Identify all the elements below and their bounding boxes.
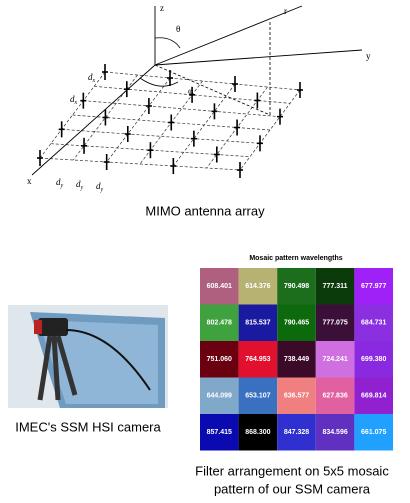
mosaic-cell	[277, 304, 316, 341]
mosaic-cell	[354, 341, 393, 378]
cell-label: 764.953	[245, 356, 270, 363]
cell-label: 738.449	[284, 356, 309, 363]
mosaic-cell	[315, 304, 355, 341]
subscript: y	[100, 187, 104, 193]
r-label: r	[284, 6, 287, 16]
cell-label: 608.401	[207, 283, 232, 290]
cell-label: 669.814	[361, 393, 386, 400]
lens-ring	[34, 320, 42, 334]
mosaic-cell	[200, 304, 239, 341]
mosaic-cell	[238, 377, 278, 414]
d: d	[88, 72, 93, 82]
cell-label: 751.060	[207, 356, 232, 363]
d: d	[70, 94, 75, 104]
axis	[31, 64, 156, 176]
cell-label: 834.596	[322, 429, 347, 436]
cable	[65, 329, 151, 391]
cell-label: 614.376	[245, 283, 270, 290]
mosaic-cell	[315, 341, 355, 378]
spacing-label: dx	[70, 94, 78, 106]
spacing-label: dx	[88, 72, 96, 84]
spacing-label: dy	[76, 179, 84, 191]
d: d	[76, 179, 81, 189]
mosaic-cell	[238, 304, 278, 341]
grid-line	[39, 157, 241, 171]
cell-label: 644.099	[207, 393, 232, 400]
spacing-label: dy	[56, 177, 64, 189]
d: d	[96, 181, 101, 191]
projection	[154, 64, 271, 116]
theta-arc	[154, 37, 181, 49]
cell-label: 790.498	[284, 283, 309, 290]
phi-arc	[139, 77, 179, 87]
axis	[154, 49, 363, 66]
mosaic-cell	[315, 377, 355, 414]
tripod	[37, 335, 78, 401]
mosaic-cell	[200, 268, 239, 305]
cell-label: 777.075	[322, 320, 347, 327]
mosaic-cell	[238, 414, 278, 451]
cell-label: 802.478	[207, 320, 232, 327]
theta-label: θ	[176, 24, 180, 34]
camera-caption: IMEC's SSM HSI camera	[15, 419, 161, 434]
cell-label: 636.577	[284, 393, 309, 400]
mosaic-cell	[277, 377, 316, 414]
d: d	[56, 177, 61, 187]
cell-label: 653.107	[245, 393, 270, 400]
mosaic-cell	[354, 377, 393, 414]
mosaic-cell	[238, 268, 278, 305]
axis	[154, 5, 303, 66]
mosaic-cell	[315, 414, 355, 451]
mosaic-cell	[200, 341, 239, 378]
subscript: x	[92, 78, 96, 84]
mosaic-cell	[354, 304, 393, 341]
subscript: y	[60, 183, 64, 189]
grid-line	[239, 89, 301, 171]
spacing-label: dy	[96, 181, 104, 193]
subscript: x	[74, 100, 78, 106]
mosaic-cell	[277, 341, 316, 378]
mosaic-cell	[354, 268, 393, 305]
grid-line	[173, 83, 236, 167]
cell-label: 857.415	[207, 429, 232, 436]
mosaic-cell	[238, 341, 278, 378]
cell-label: 847.328	[284, 429, 309, 436]
cell-label: 677.977	[361, 283, 386, 290]
cell-label: 790.465	[284, 320, 309, 327]
grid-line	[83, 100, 281, 118]
mosaic-caption: Filter arrangement on 5x5 mosaic	[195, 463, 389, 478]
mosaic-grid: 608.401 614.376 790.498 777.311 677.977 802.4…	[200, 268, 393, 451]
cell-label: 815.537	[245, 320, 270, 327]
mosaic-cell	[277, 268, 316, 305]
mosaic-cell	[277, 414, 316, 451]
mosaic-title: Mosaic pattern wavelengths	[249, 255, 342, 262]
mosaic-caption: pattern of our SSM camera	[214, 481, 371, 496]
mosaic-cell	[200, 414, 239, 451]
mosaic-cell	[315, 268, 355, 305]
screen	[38, 320, 158, 404]
z-label: z	[160, 3, 164, 13]
cell-label: 627.836	[322, 393, 347, 400]
mosaic-cell	[354, 414, 393, 451]
subscript: y	[80, 185, 84, 191]
diagram-caption: MIMO antenna array	[145, 203, 265, 218]
cell-label: 777.311	[323, 283, 348, 290]
phi-label: φ	[188, 86, 193, 96]
mosaic-cell	[200, 377, 239, 414]
camera-body	[38, 318, 68, 336]
cell-label: 684.731	[361, 320, 386, 327]
cell-label: 868.300	[245, 429, 270, 436]
antenna-diagram	[31, 5, 363, 178]
y-label: y	[366, 51, 371, 61]
cell-label: 699.380	[361, 356, 386, 363]
camera-photo	[8, 305, 168, 408]
cell-label: 724.241	[322, 356, 347, 363]
cell-label: 661.075	[361, 429, 386, 436]
x-label: x	[27, 176, 32, 186]
